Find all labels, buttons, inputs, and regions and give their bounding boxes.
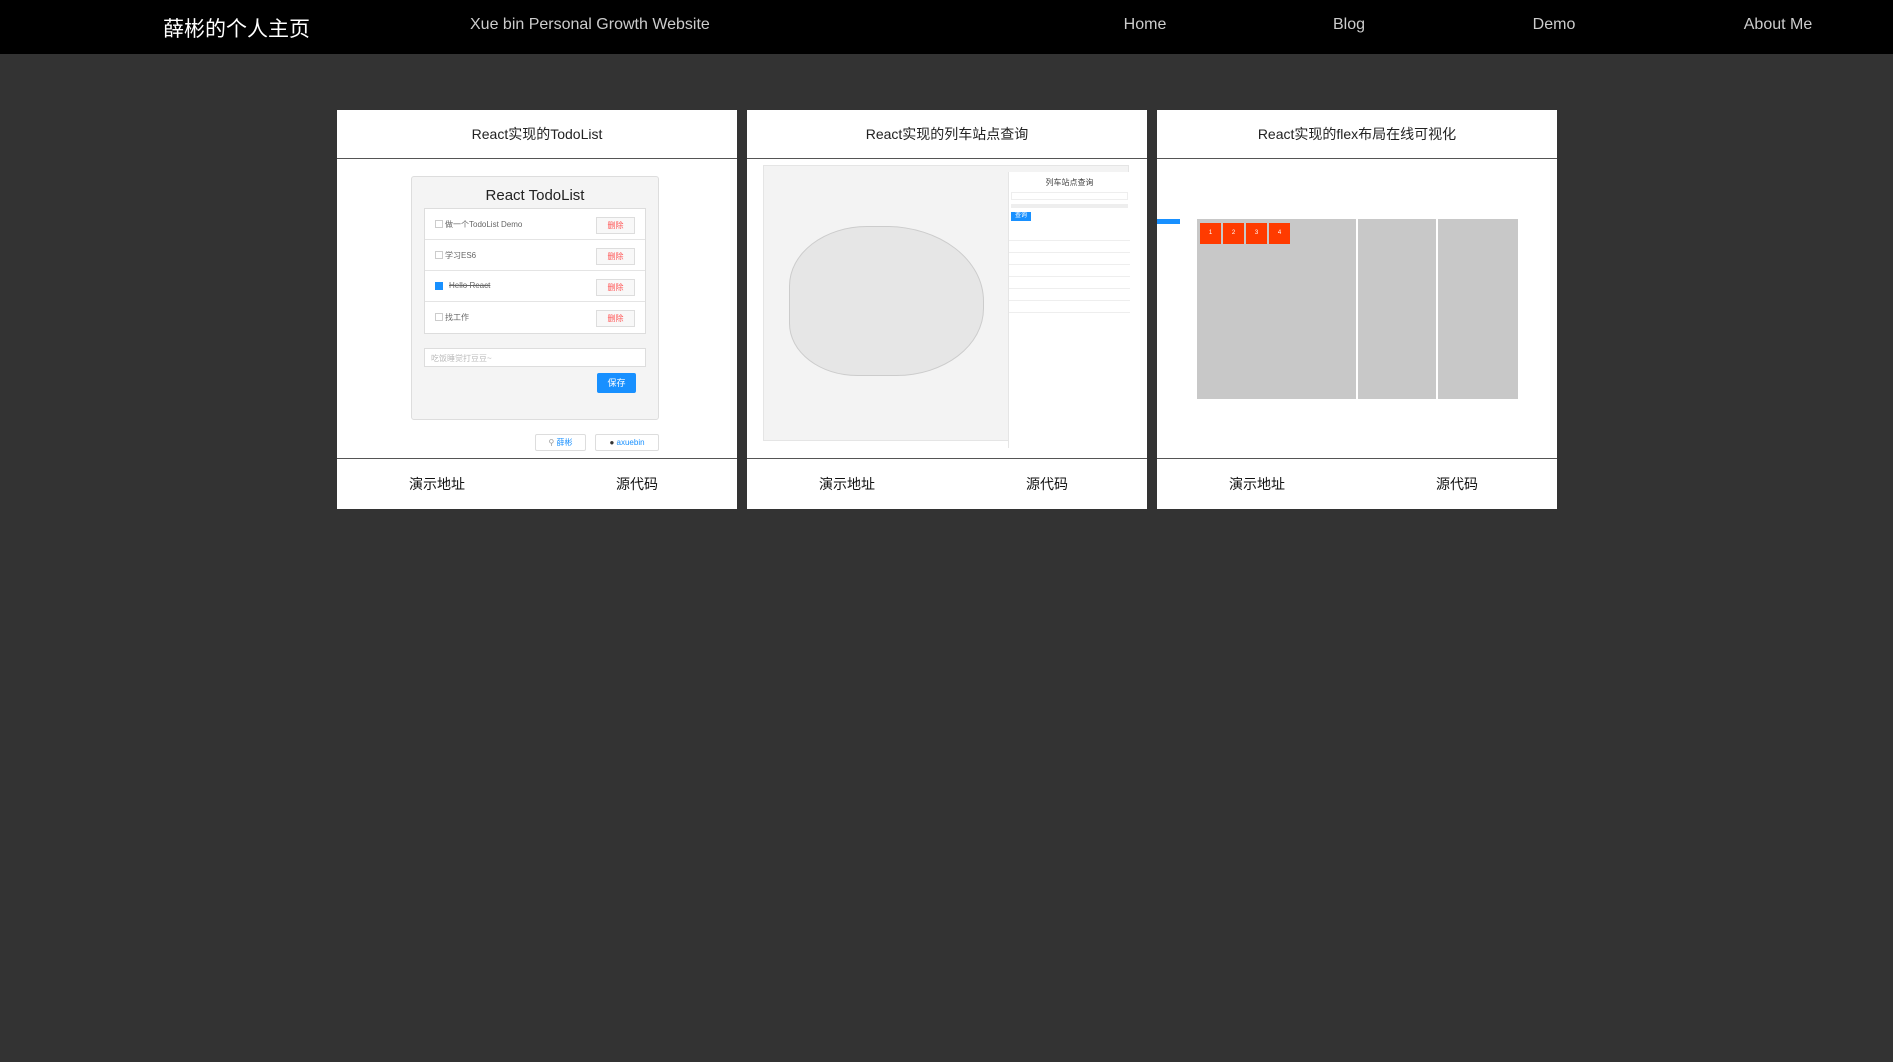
todo-text: 学习ES6 [445,251,477,260]
todo-item: Hello React 删除 [425,271,645,302]
flex-box: 1 [1200,223,1221,244]
checkbox-icon [435,313,443,321]
project-card-flex-visualizer: React实现的flex布局在线可视化 1 2 3 4 演示地址 源代码 [1157,110,1557,509]
todo-text: 找工作 [445,313,469,322]
save-button: 保存 [597,373,636,393]
demo-link[interactable]: 演示地址 [819,476,875,492]
user-icon: ⚲ [548,438,557,447]
card-title: React实现的TodoList [337,110,737,159]
demo-link[interactable]: 演示地址 [1229,476,1285,492]
source-link[interactable]: 源代码 [1436,476,1478,492]
flex-box: 4 [1269,223,1290,244]
panel-heading: 列车站点查询 [1045,178,1094,187]
github-link: ● axuebin [595,434,659,451]
site-brand[interactable]: 薛彬的个人主页 [163,18,310,41]
flex-box: 2 [1223,223,1244,244]
project-card-train-query: React实现的列车站点查询 列车站点查询 查询 演示地址 源代码 [747,110,1147,509]
query-button: 查询 [1011,212,1031,221]
china-map [789,226,984,376]
author-link: ⚲ 薛彬 [535,434,586,451]
project-card-todolist: React实现的TodoList React TodoList 做一个TodoL… [337,110,737,509]
todo-item: 做一个TodoList Demo 删除 [425,209,645,240]
nav-home[interactable]: Home [1123,16,1167,33]
flex-visualizer-preview: 1 2 3 4 [1157,159,1557,459]
source-link[interactable]: 源代码 [1026,476,1068,492]
card-title: React实现的flex布局在线可视化 [1157,110,1557,159]
site-subtitle: Xue bin Personal Growth Website [470,16,710,33]
train-query-preview: 列车站点查询 查询 [747,159,1147,459]
delete-button: 删除 [596,310,635,327]
nav-blog[interactable]: Blog [1332,16,1366,33]
todo-input: 吃饭睡觉打豆豆~ [424,348,646,367]
todo-text: 做一个TodoList Demo [445,220,523,229]
card-title: React实现的列车站点查询 [747,110,1147,159]
checkbox-icon [435,220,443,228]
delete-button: 删除 [596,217,635,234]
nav-about-me[interactable]: About Me [1743,16,1813,33]
demo-link[interactable]: 演示地址 [409,476,465,492]
checkbox-icon [435,251,443,259]
source-link[interactable]: 源代码 [616,476,658,492]
preview-heading: React TodoList [485,187,585,204]
nav-demo[interactable]: Demo [1532,16,1576,33]
flex-box: 3 [1246,223,1267,244]
delete-button: 删除 [596,279,635,296]
checkbox-checked-icon [435,282,443,290]
todolist-preview: React TodoList 做一个TodoList Demo 删除 学习ES6 删… [337,159,737,459]
todo-item: 找工作 删除 [425,302,645,333]
navbar: 薛彬的个人主页 Xue bin Personal Growth Website … [0,0,1893,54]
todo-item: 学习ES6 删除 [425,240,645,271]
delete-button: 删除 [596,248,635,265]
github-icon: ● [609,438,617,447]
todo-text: Hello React [449,281,491,290]
